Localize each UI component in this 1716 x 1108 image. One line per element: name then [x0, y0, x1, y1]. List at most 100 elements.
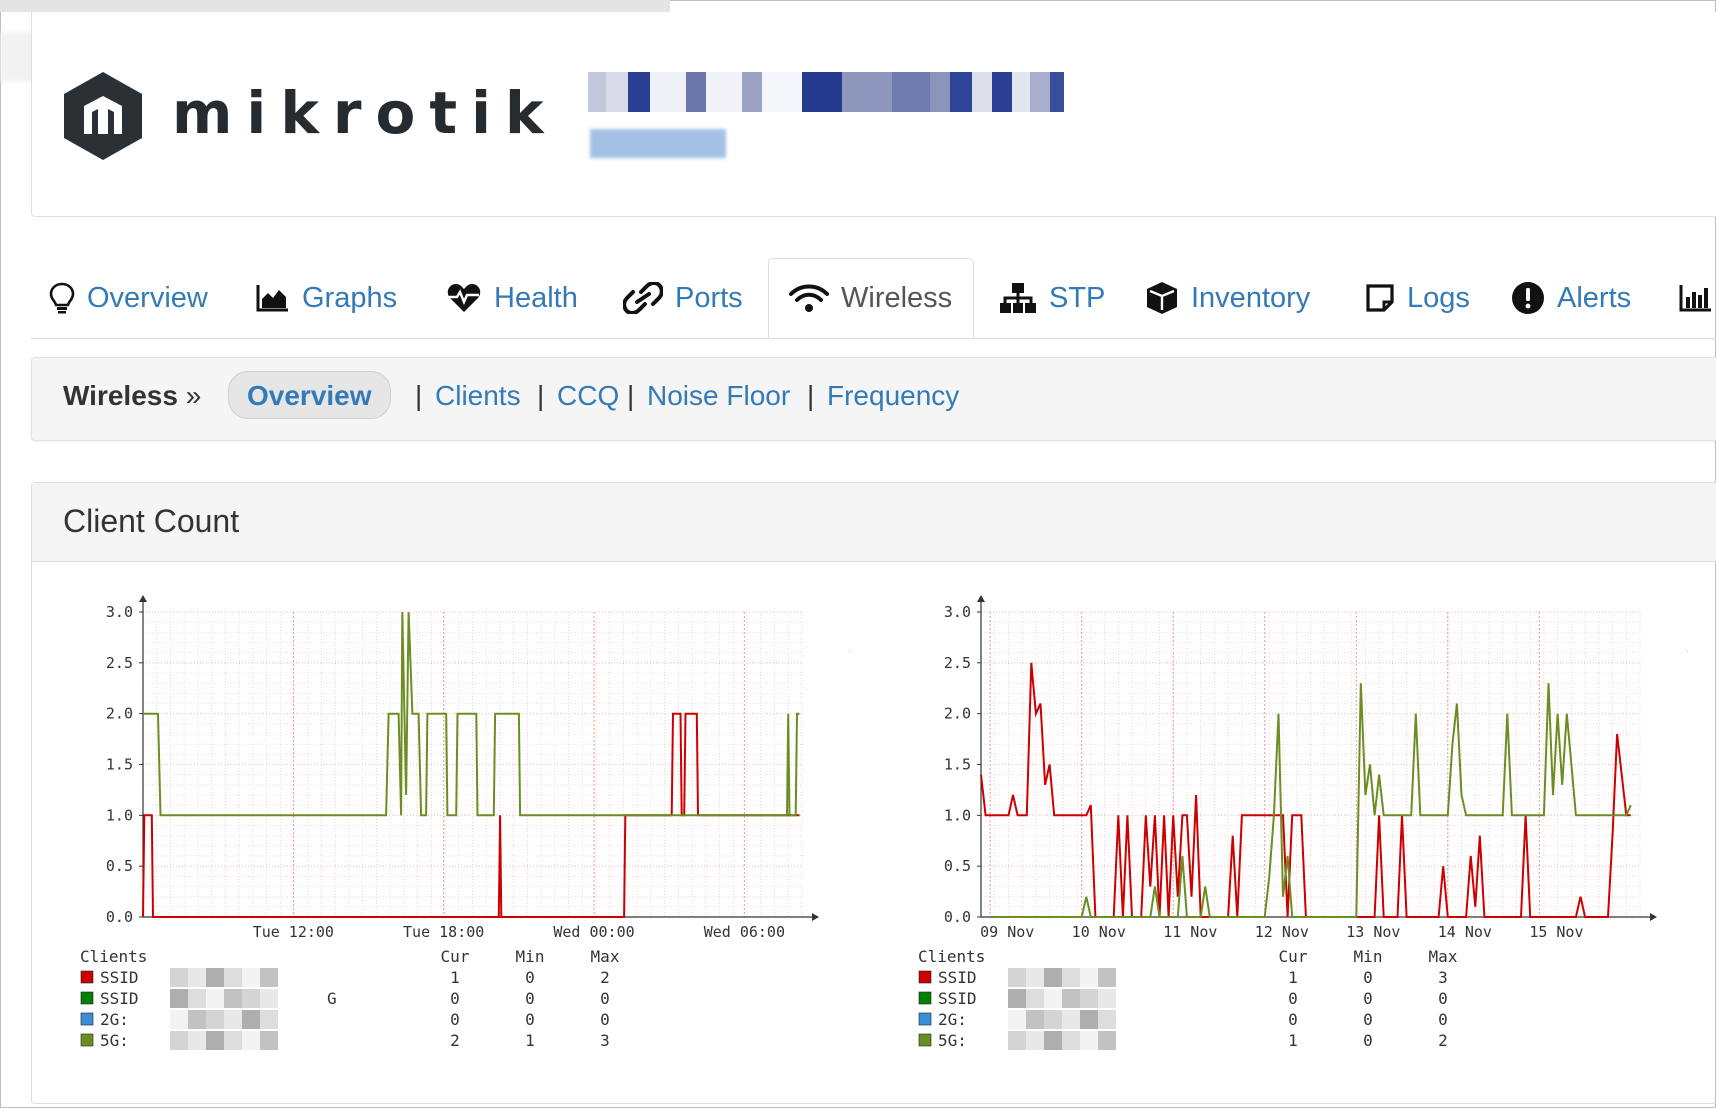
subnav-overview-button[interactable]: Overview: [228, 371, 391, 419]
legend-swatch-band5g: [918, 1033, 932, 1047]
x-axis-arrow: [812, 913, 819, 921]
redacted-block: [242, 968, 260, 987]
redacted-block: [242, 1031, 260, 1050]
redacted-block: [1008, 968, 1026, 987]
y-tick-label: 0.0: [106, 908, 133, 926]
redacted-block: [1098, 1010, 1116, 1029]
legend-column-header: Cur: [441, 947, 470, 966]
sitemap-icon: [1000, 283, 1036, 313]
wifi-icon: [789, 284, 829, 312]
tab-wireless[interactable]: Wireless: [768, 258, 974, 338]
sticky-note-icon: [1366, 284, 1394, 312]
client-count-graph-day[interactable]: 3.0 2.5 2.0 1.5 1.0 0.5 0.0 Tue 12:00 Tue 18:00 W…: [80, 595, 850, 1065]
client-count-graph-week[interactable]: 3.0 2.5 2.0 1.5 1.0 0.5 0.0 09 Nov 10 Nov 11 Nov 1…: [918, 595, 1688, 1065]
redacted-block: [242, 989, 260, 1008]
redacted-block: [260, 968, 278, 987]
tab-graphs[interactable]: Graphs: [256, 258, 397, 338]
legend-column-header: Max: [1429, 947, 1458, 966]
tab-logs[interactable]: Logs: [1365, 258, 1470, 338]
x-tick-label: Wed 00:00: [553, 923, 634, 941]
redacted-block: [1026, 1010, 1044, 1029]
y-tick-label: 0.5: [944, 857, 971, 875]
plot-grid: [980, 611, 1641, 918]
subnav-link-clients[interactable]: Clients: [435, 380, 521, 411]
subnav-link-noise-floor[interactable]: Noise Floor: [647, 380, 791, 411]
legend-value: 0: [450, 989, 460, 1008]
legend-value: 2: [1438, 1031, 1448, 1050]
series-line-band5g: [143, 611, 800, 817]
tab-inventory[interactable]: Inventory: [1145, 258, 1310, 338]
tab-alerts[interactable]: Alerts: [1511, 258, 1631, 338]
redacted-block: [188, 1010, 206, 1029]
legend-label: 2G:: [938, 1010, 967, 1029]
redacted-block: [1062, 968, 1080, 987]
legend-value: 0: [600, 1010, 610, 1029]
tab-more[interactable]: [1679, 258, 1713, 338]
y-tick-label: 3.0: [106, 603, 133, 621]
legend-column-header: Min: [1354, 947, 1383, 966]
y-tick-label: 2.5: [944, 654, 971, 672]
wireless-subnav: Wireless » Overview | Clients | CCQ | No…: [31, 357, 1716, 441]
legend-value: 0: [1363, 1010, 1373, 1029]
y-tick-label: 1.5: [944, 756, 971, 774]
legend-value: 0: [1363, 989, 1373, 1008]
x-tick-label: Tue 12:00: [253, 923, 334, 941]
x-tick-label: Tue 18:00: [403, 923, 484, 941]
redacted-block: [170, 968, 188, 987]
y-tick-label: 1.5: [106, 756, 133, 774]
tab-label: STP: [1049, 281, 1106, 314]
redacted-device-location: ████████: [590, 130, 727, 157]
legend-label: SSID: [100, 989, 139, 1008]
legend-label: 5G:: [100, 1031, 129, 1050]
legend-value: 1: [1288, 968, 1298, 987]
redacted-block: [170, 1031, 188, 1050]
tab-health[interactable]: Health: [446, 258, 578, 338]
heartbeat-icon: [447, 284, 481, 312]
brand-wordmark: mikrotik: [172, 79, 558, 147]
redacted-block: [1044, 968, 1062, 987]
redacted-block: [224, 1031, 242, 1050]
device-tabs: Overview Graphs Health Ports Wireless: [31, 258, 1716, 339]
legend-column-header: Cur: [1279, 947, 1308, 966]
subnav-link-ccq[interactable]: CCQ: [557, 380, 620, 411]
tab-label: Ports: [675, 281, 743, 314]
x-tick-label: 13 Nov: [1346, 923, 1400, 941]
legend-value: 0: [525, 968, 535, 987]
series-line-ssid1: [980, 662, 1631, 918]
redacted-block: [1098, 1031, 1116, 1050]
device-header: [31, 12, 1716, 217]
tab-overview[interactable]: Overview: [49, 258, 208, 338]
legend-swatch-ssid1: [80, 970, 94, 984]
panel-heading: Client Count: [32, 483, 1716, 562]
area-chart-icon: [256, 285, 288, 312]
y-axis-arrow: [977, 595, 985, 602]
mikrotik-logo-icon: [64, 72, 142, 160]
tab-stp[interactable]: STP: [999, 258, 1105, 338]
bar-chart-icon: [1679, 285, 1711, 312]
y-tick-label: 1.0: [106, 806, 133, 824]
legend-value: 0: [450, 1010, 460, 1029]
legend-column-header: Max: [591, 947, 620, 966]
redacted-block: [1080, 968, 1098, 987]
legend-value: 0: [525, 989, 535, 1008]
tab-label: Alerts: [1557, 281, 1632, 314]
tab-ports[interactable]: Ports: [623, 258, 743, 338]
subnav-section-title: Wireless »: [63, 380, 202, 411]
legend-label: 5G:: [938, 1031, 967, 1050]
legend-value: 0: [1363, 968, 1373, 987]
redacted-block: [1044, 1031, 1062, 1050]
subnav-divider: |: [627, 380, 635, 411]
redacted-block: [224, 1010, 242, 1029]
redacted-block: [1098, 968, 1116, 987]
legend-label-suffix: G: [327, 989, 337, 1008]
legend-swatch-ssid2: [918, 991, 932, 1005]
redacted-block: [1026, 968, 1044, 987]
y-tick-label: 1.0: [944, 806, 971, 824]
redacted-device-name: [588, 72, 1064, 112]
legend-value: 1: [525, 1031, 535, 1050]
tab-label: Wireless: [841, 281, 953, 314]
subnav-link-frequency[interactable]: Frequency: [827, 380, 960, 411]
client-count-panel: Client Count: [31, 482, 1716, 1104]
x-tick-label: 11 Nov: [1163, 923, 1217, 941]
redacted-block: [242, 1010, 260, 1029]
